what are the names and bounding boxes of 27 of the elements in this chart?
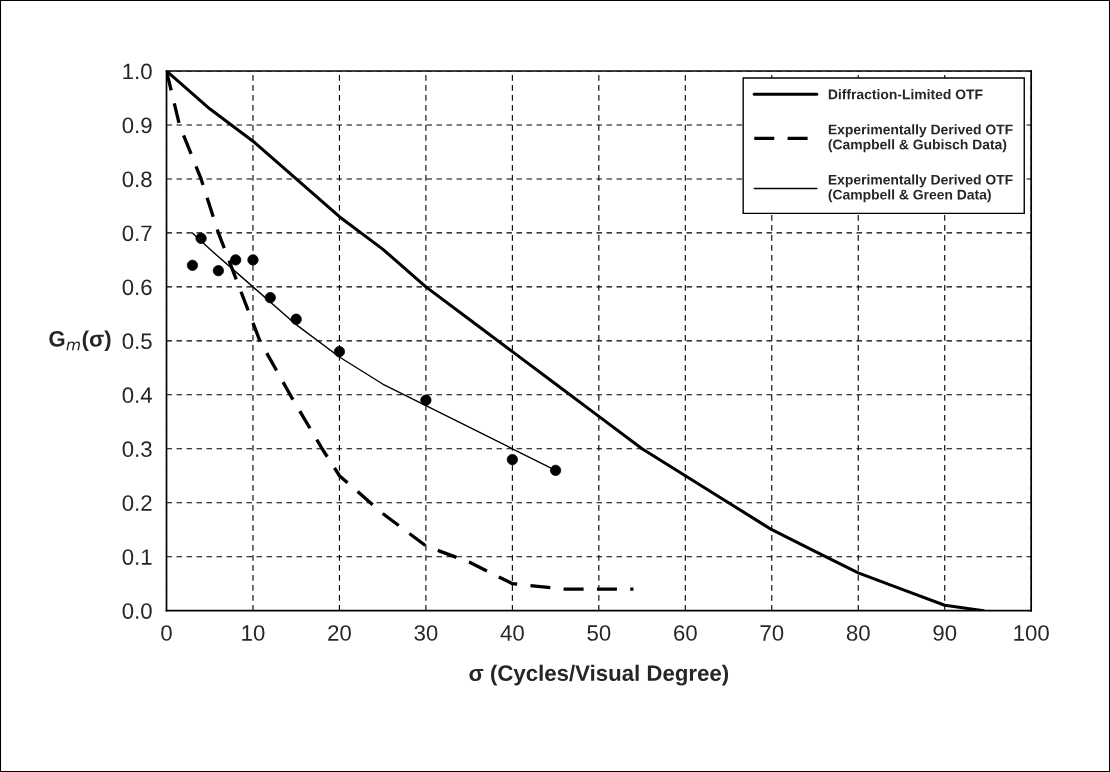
y-tick-label: 0.0 bbox=[122, 603, 152, 619]
x-tick-label: 60 bbox=[674, 625, 697, 641]
legend-label: Experimentally Derived OTF (Campbell & Green Data) bbox=[828, 174, 1013, 203]
x-tick-label: 80 bbox=[846, 625, 870, 641]
x-tick-label: 70 bbox=[760, 625, 784, 641]
y-axis-title: G$_{m}$(σ) bbox=[49, 330, 111, 352]
y-tick-label: 0.1 bbox=[122, 549, 152, 565]
x-tick-label: 50 bbox=[587, 625, 611, 641]
y-tick-label: 0.4 bbox=[122, 387, 152, 404]
y-tick-label: 0.5 bbox=[122, 333, 152, 350]
y-tick-label: 0.2 bbox=[122, 495, 152, 511]
x-axis-title: σ (Cycles/Visual Degree) bbox=[469, 664, 729, 686]
x-tick-label: 10 bbox=[242, 625, 265, 641]
y-tick-label: 0.9 bbox=[122, 117, 152, 134]
legend-label: Experimentally Derived OTF (Campbell & Gubisch Data) bbox=[828, 124, 1013, 153]
x-tick-label: 90 bbox=[933, 625, 957, 641]
y-tick-label: 0.8 bbox=[122, 171, 152, 188]
y-tick-label: 0.3 bbox=[122, 441, 152, 458]
x-tick-label: 20 bbox=[328, 625, 351, 641]
x-tick-label: 0 bbox=[161, 625, 172, 641]
y-tick-label: 0.7 bbox=[122, 225, 152, 242]
y-tick-label: 1.0 bbox=[123, 63, 152, 80]
legend-label: Diffraction-Limited OTF bbox=[828, 89, 983, 100]
x-tick-label: 40 bbox=[500, 625, 524, 641]
x-tick-label: 30 bbox=[414, 625, 438, 641]
x-tick-label: 100 bbox=[1014, 625, 1049, 641]
y-tick-label: 0.6 bbox=[122, 279, 152, 296]
